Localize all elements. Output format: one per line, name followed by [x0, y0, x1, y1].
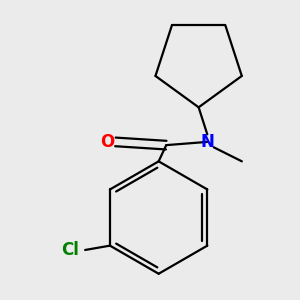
Text: N: N [200, 133, 214, 151]
Text: O: O [100, 133, 114, 151]
Text: Cl: Cl [61, 241, 79, 259]
